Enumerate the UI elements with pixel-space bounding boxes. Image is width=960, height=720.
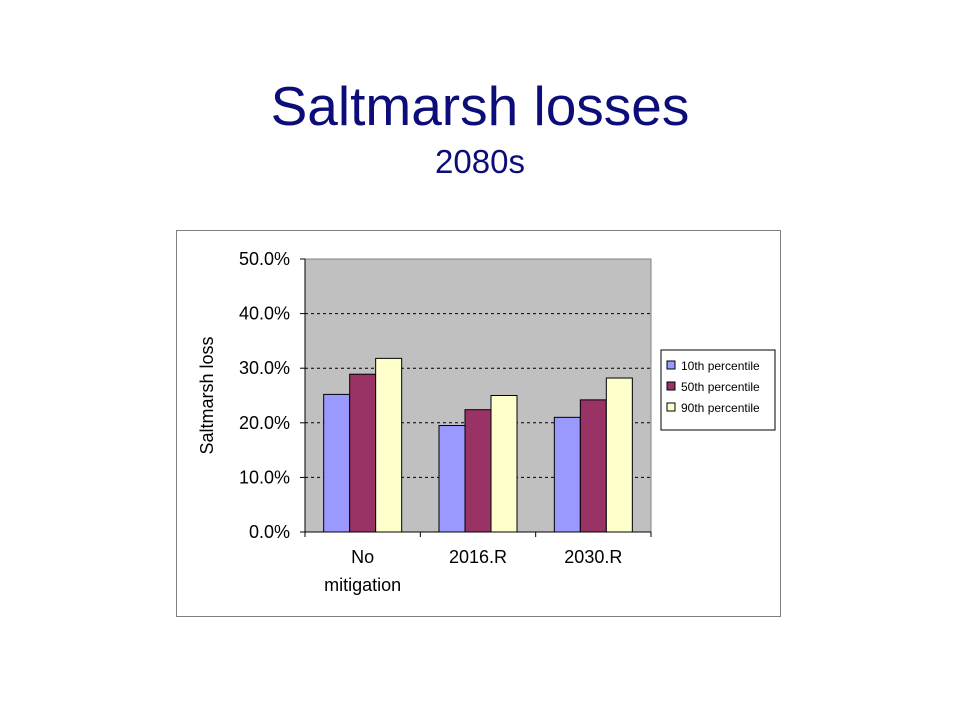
bar-1-3: [553, 416, 581, 533]
bar-2-1: [349, 373, 377, 533]
y-axis-title: Saltmarsh loss: [197, 336, 217, 454]
bar-1-2: [438, 425, 466, 533]
x-tick-label: No: [351, 547, 374, 567]
slide-title: Saltmarsh losses: [270, 75, 690, 137]
x-tick-label: mitigation: [324, 575, 401, 595]
legend-swatch-3: [666, 402, 676, 412]
legend-swatch-2: [666, 381, 676, 391]
bar-3-2: [490, 395, 518, 533]
x-tick-label: 2016.R: [449, 547, 507, 567]
legend-label-1: 10th percentile: [681, 359, 760, 373]
y-tick-label: 10.0%: [239, 467, 290, 487]
slide-subtitle: 2080s: [435, 143, 525, 180]
bar-3-3: [605, 377, 633, 533]
bar-2-2: [464, 409, 492, 533]
legend-box: [660, 349, 776, 431]
x-tick-label: 2030.R: [564, 547, 622, 567]
legend-label-2: 50th percentile: [681, 380, 760, 394]
y-tick-label: 40.0%: [239, 304, 290, 324]
legend-label-3: 90th percentile: [681, 401, 760, 415]
chart-frame: 0.0% 10.0% 20.0% 30.0% 40.0% 50.0% No mitigatio…: [176, 230, 781, 617]
y-tick-label: 30.0%: [239, 358, 290, 378]
bar-2-3: [579, 399, 607, 533]
bar-3-1: [375, 357, 403, 533]
y-tick-label: 20.0%: [239, 413, 290, 433]
bar-chart: 0.0% 10.0% 20.0% 30.0% 40.0% 50.0% No mitigatio…: [197, 249, 776, 595]
y-tick-label: 0.0%: [249, 522, 290, 542]
y-tick-label: 50.0%: [239, 249, 290, 269]
bar-1-1: [323, 393, 351, 533]
legend-swatch-1: [666, 360, 676, 370]
